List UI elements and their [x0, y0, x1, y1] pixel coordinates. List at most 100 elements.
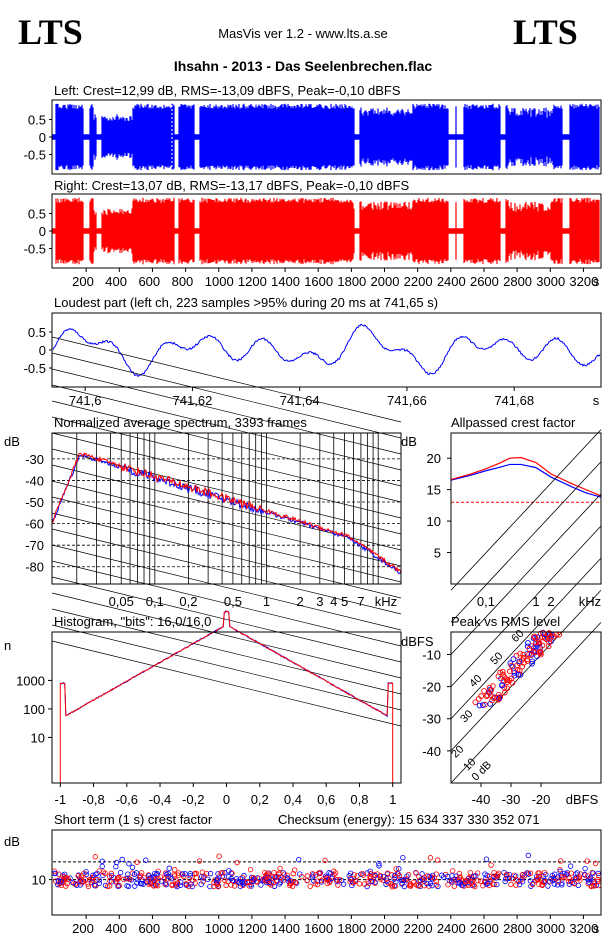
shortcrest-point [400, 854, 406, 861]
shortcrest-point [284, 872, 291, 879]
peakrms-diagonal [450, 557, 602, 720]
shortcrest-x-tick-label: 1800 [337, 921, 366, 936]
shortcrest-point [137, 874, 143, 880]
shortcrest-point [592, 860, 599, 867]
shortcrest-point [280, 870, 286, 876]
shortcrest-point [234, 859, 240, 866]
shortcrest-point [424, 873, 430, 879]
peakrms-xtick-label: -40 [472, 792, 491, 807]
peakrms-point [499, 668, 506, 675]
shortcrest-point [187, 873, 193, 879]
left-wave-ytick-label: -0.5 [24, 148, 46, 163]
shortcrest-point [182, 871, 188, 877]
spectrum-xtick-label: 0,5 [224, 594, 242, 609]
shortcrest-point [138, 880, 145, 887]
shortcrest-point [417, 877, 424, 883]
shortcrest-point [292, 867, 298, 873]
spectrum-slope-line [51, 528, 402, 615]
shortcrest-point [113, 863, 119, 870]
peakrms-point [539, 642, 546, 649]
shortcrest-point [226, 868, 232, 874]
spectrum-slope-line [51, 336, 402, 423]
shortcrest-point [174, 883, 180, 890]
shortcrest-point [484, 880, 491, 887]
spectrum-slope-line [51, 592, 402, 679]
shortcrest-point [73, 881, 79, 887]
spectrum-slope-line [51, 464, 402, 551]
shortcrest-point [488, 862, 494, 868]
shortcrest-point [288, 878, 294, 885]
shortcrest-point [539, 881, 545, 888]
shortcrest-point [582, 871, 588, 878]
shortcrest-point [58, 878, 64, 885]
shortcrest-point [453, 873, 459, 879]
peakrms-point [476, 702, 483, 709]
shortcrest-point [483, 856, 490, 862]
shortcrest-point [467, 869, 474, 876]
shortcrest-point [102, 870, 108, 877]
shortcrest-point [392, 883, 398, 889]
shortcrest-point [508, 881, 514, 888]
shortcrest-point [557, 866, 563, 873]
shortcrest-point [364, 870, 371, 876]
shortcrest-point [309, 874, 316, 880]
shortcrest-point [474, 870, 481, 876]
left-wave-chart: 0.5 0 -0.5 [24, 101, 600, 173]
shortcrest-point [116, 882, 122, 889]
shortcrest-point [487, 876, 493, 882]
peakrms-ytick-label: -20 [422, 680, 441, 695]
peakrms-xlabel: dBFS [566, 792, 599, 807]
right-wave-x-tick-label: 200 [72, 274, 94, 289]
shortcrest-point [445, 882, 451, 888]
shortcrest-point [521, 873, 527, 879]
spectrum-xtick-label: 0,1 [146, 594, 164, 609]
peakrms-point [517, 650, 524, 657]
shortcrest-point [590, 882, 597, 889]
shortcrest-ylabel: dB [4, 834, 20, 849]
shortcrest-point [434, 857, 441, 863]
loudest-ytick-label: -0.5 [24, 361, 46, 376]
shortcrest-point [427, 855, 434, 861]
spectrum-slope-line [51, 640, 402, 727]
shortcrest-point [568, 870, 574, 876]
shortcrest-point [548, 875, 554, 882]
shortcrest-point [536, 881, 542, 887]
shortcrest-point [396, 866, 402, 872]
shortcrest-point [417, 883, 423, 890]
peakrms-diagonal [450, 622, 602, 784]
spectrum-xtick-label: 7 [357, 594, 364, 609]
peakrms-point [480, 702, 486, 708]
right-wave-chart: 0.5 0 -0.5 [24, 197, 600, 265]
shortcrest-point [275, 874, 281, 880]
shortcrest-point [228, 875, 234, 882]
peakrms-point [481, 688, 487, 694]
shortcrest-point [494, 871, 501, 878]
shortcrest-x-tick-label: 600 [138, 921, 160, 936]
shortcrest-point [360, 872, 367, 878]
shortcrest-point [376, 860, 382, 867]
shortcrest-frame [51, 829, 602, 916]
right-wave-ytick-label: -0.5 [24, 242, 46, 257]
shortcrest-point [187, 870, 193, 877]
shortcrest-point [237, 876, 244, 882]
shortcrest-point [85, 883, 92, 890]
shortcrest-point [331, 871, 337, 878]
shortcrest-ytick-label: 10 [32, 873, 46, 888]
shortcrest-point [134, 859, 140, 865]
shortcrest-x-tick-label: 2000 [371, 921, 400, 936]
loudest-ytick-label: 0.5 [28, 325, 46, 340]
shortcrest-point [348, 876, 354, 883]
peakrms-point [535, 639, 542, 646]
shortcrest-point [371, 874, 377, 880]
shortcrest-point [266, 879, 272, 885]
shortcrest-point [471, 882, 477, 888]
shortcrest-x-tick-label: 3200 [569, 921, 598, 936]
histogram-ytick-label: 10 [31, 730, 45, 745]
shortcrest-point [435, 883, 441, 890]
shortcrest-point [431, 875, 438, 881]
shortcrest-point [368, 878, 374, 885]
shortcrest-point [577, 877, 583, 883]
shortcrest-x-tick-label: 2800 [503, 921, 532, 936]
shortcrest-point [511, 872, 517, 879]
loudest-frame [51, 312, 602, 388]
